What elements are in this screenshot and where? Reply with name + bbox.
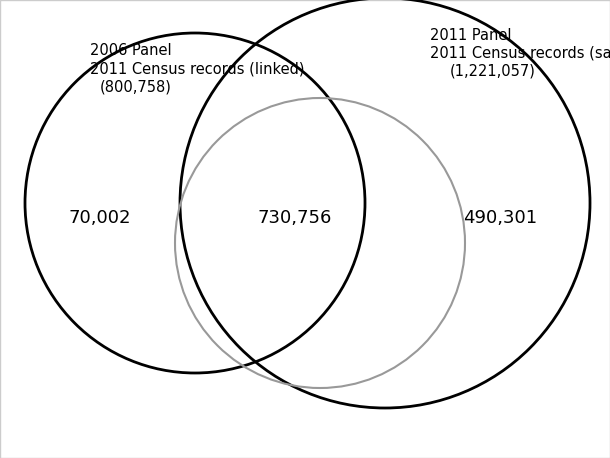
Text: 2006 Panel: 2006 Panel bbox=[90, 43, 171, 58]
Text: 2011 Census records (sampled): 2011 Census records (sampled) bbox=[430, 46, 610, 61]
Text: 70,002: 70,002 bbox=[69, 209, 131, 227]
Text: 2011 Panel: 2011 Panel bbox=[430, 28, 512, 43]
Text: 490,301: 490,301 bbox=[463, 209, 537, 227]
Text: 2011 Census records (linked): 2011 Census records (linked) bbox=[90, 61, 304, 76]
Text: (800,758): (800,758) bbox=[100, 79, 172, 94]
Text: (1,221,057): (1,221,057) bbox=[450, 64, 536, 79]
Text: 730,756: 730,756 bbox=[258, 209, 332, 227]
